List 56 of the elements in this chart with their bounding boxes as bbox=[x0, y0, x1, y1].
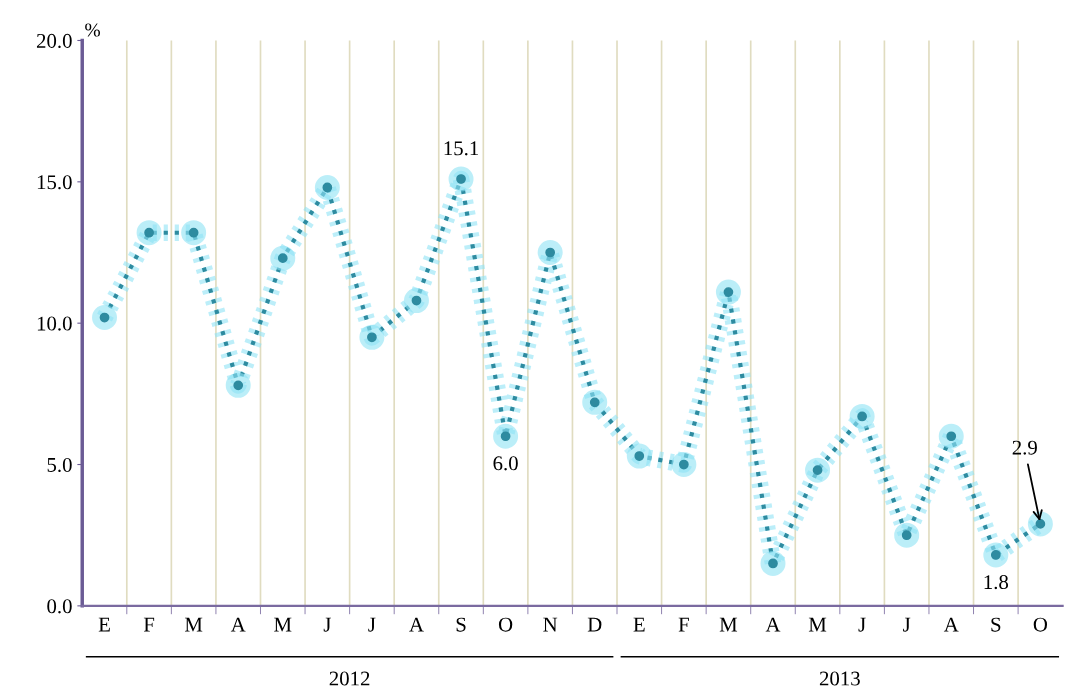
x-tick-label: M bbox=[184, 617, 203, 632]
point bbox=[270, 245, 296, 271]
x-tick-label: N bbox=[543, 617, 558, 632]
point bbox=[894, 522, 920, 548]
x-tick-label: E bbox=[98, 617, 110, 632]
x-tick-label: A bbox=[409, 617, 424, 632]
x-tick-label: J bbox=[858, 617, 866, 632]
x-tick-label: M bbox=[274, 617, 292, 632]
x-tick-label: J bbox=[903, 617, 911, 632]
point bbox=[493, 423, 519, 449]
point bbox=[671, 452, 697, 478]
x-tick-label: F bbox=[678, 617, 689, 632]
x-tick-label: J bbox=[368, 617, 376, 632]
x-tick-label: O bbox=[498, 617, 513, 632]
y-tick-label: 5.0 bbox=[47, 457, 72, 473]
y-tick-label: 0.0 bbox=[47, 599, 72, 614]
x-tick-label: O bbox=[1033, 617, 1048, 632]
data-label: 1.8 bbox=[984, 575, 1009, 590]
x-tick-label: A bbox=[230, 617, 246, 632]
y-tick-label: 15.0 bbox=[37, 175, 72, 190]
point bbox=[849, 403, 875, 429]
point bbox=[760, 550, 786, 576]
y-axis-title: % bbox=[85, 23, 100, 37]
point bbox=[938, 423, 964, 449]
point bbox=[715, 279, 741, 305]
x-tick-label: S bbox=[991, 617, 1001, 632]
text: 2012 bbox=[329, 671, 370, 686]
x-tick-label: M bbox=[719, 617, 738, 632]
point bbox=[805, 457, 831, 483]
y-tick-label: 10.0 bbox=[37, 316, 72, 331]
point bbox=[626, 443, 652, 469]
x-tick-label: M bbox=[808, 617, 827, 632]
data-label: 2.9 bbox=[1012, 440, 1037, 455]
point bbox=[92, 305, 118, 331]
point bbox=[983, 542, 1009, 568]
point bbox=[136, 220, 162, 246]
x-tick-label: A bbox=[765, 617, 781, 632]
point bbox=[314, 174, 340, 200]
point bbox=[359, 324, 385, 350]
point bbox=[448, 166, 474, 192]
data-label: 15.1 bbox=[444, 141, 479, 156]
text: 2013 bbox=[819, 671, 860, 686]
y-tick-label: 20.0 bbox=[36, 33, 72, 49]
point bbox=[181, 220, 207, 246]
x-tick-label: A bbox=[943, 617, 959, 632]
point bbox=[582, 389, 608, 415]
point bbox=[403, 288, 429, 314]
point bbox=[537, 239, 563, 266]
point bbox=[225, 372, 251, 398]
x-tick-label: S bbox=[456, 617, 466, 632]
x-tick-label: F bbox=[143, 617, 155, 632]
x-tick-label: D bbox=[587, 617, 602, 632]
x-tick-label: J bbox=[323, 617, 331, 632]
data-label: 6.0 bbox=[493, 456, 518, 471]
x-tick-label: E bbox=[633, 617, 645, 632]
point bbox=[1027, 511, 1053, 537]
